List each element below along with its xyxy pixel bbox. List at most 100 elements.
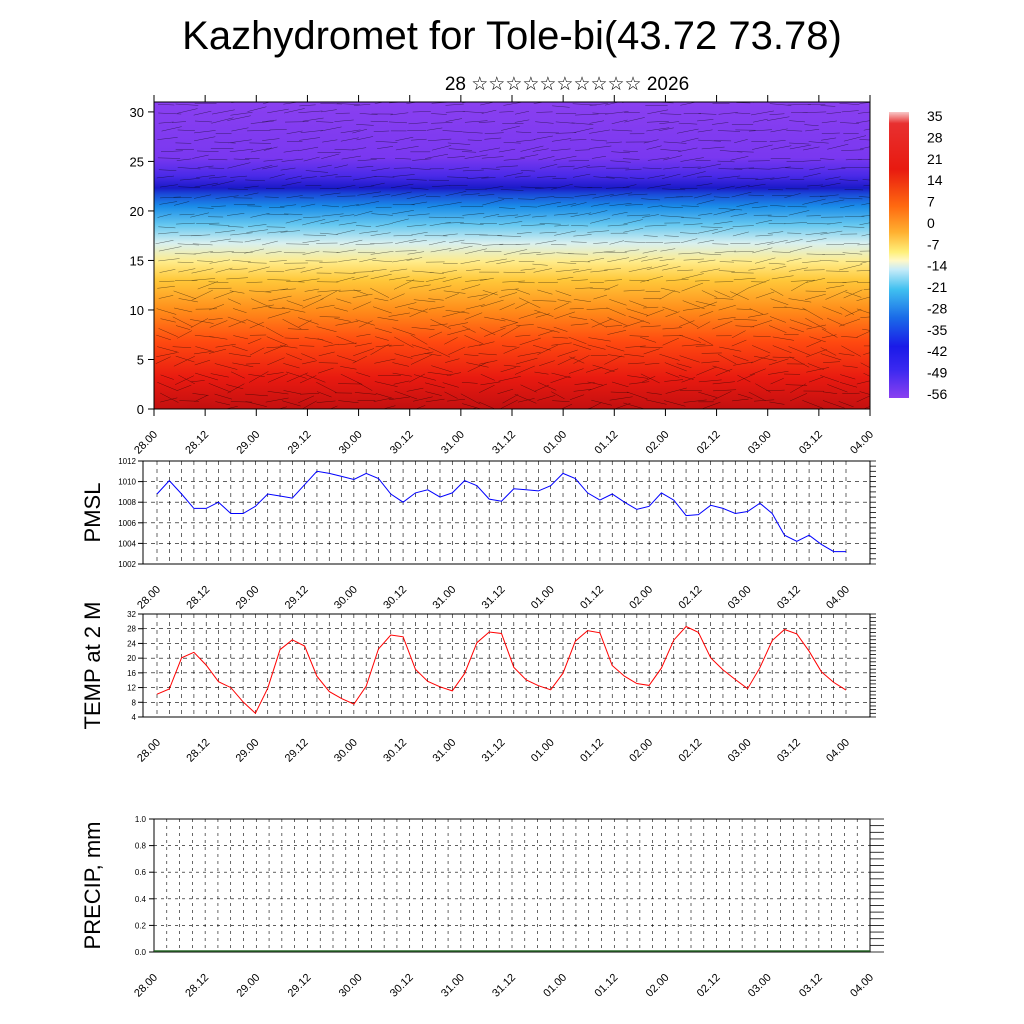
colorbar-label: -42 [927, 343, 947, 359]
precip-x-tick-label: 02.12 [695, 972, 723, 1000]
heat-x-tick-label: 30.00 [337, 429, 365, 457]
precip-x-tick-label: 03.00 [746, 972, 774, 1000]
colorbar-label: -35 [927, 322, 947, 338]
heat-y-tick-label: 15 [130, 253, 144, 268]
pmsl-x-tick-label: 04.00 [824, 584, 852, 612]
temperature-height-plot: 0 5 10 15 20 25 30 28.00 28.12 29.00 29.12 30.00 30.… [130, 95, 876, 457]
temp-ylabel: TEMP at 2 M [80, 602, 105, 730]
pmsl-x-tick-label: 30.12 [381, 584, 409, 612]
temp-frame [142, 613, 871, 718]
pmsl-x-tick-label: 01.00 [529, 584, 557, 612]
heat-x-tick-label: 01.12 [592, 429, 620, 457]
temp-x-tick-label: 31.00 [430, 737, 458, 765]
temp-x-tick-label: 29.12 [283, 737, 311, 765]
pmsl-x-tick-label: 02.00 [627, 584, 655, 612]
temp-x-tick-label: 30.00 [332, 737, 360, 765]
temp-x-tick-label: 28.12 [184, 737, 212, 765]
precip-x-tick-label: 04.00 [848, 972, 876, 1000]
heat-x-tick-label: 28.12 [183, 429, 211, 457]
temp-x-tick-label: 30.12 [381, 737, 409, 765]
precip-x-tick-label: 29.00 [234, 972, 262, 1000]
heat-x-tick-label: 03.00 [746, 429, 774, 457]
heat-y-tick-label: 25 [130, 154, 144, 169]
temp-y-tick-label: 24 [127, 639, 136, 648]
pmsl-y-tick-label: 1006 [118, 519, 136, 528]
colorbar-label: -7 [927, 236, 940, 252]
heat-x-tick-label: 30.12 [388, 429, 416, 457]
temp-y-tick-label: 32 [127, 610, 136, 619]
temp-x-tick-label: 03.00 [726, 737, 754, 765]
warm-core [364, 334, 445, 409]
pmsl-x-tick-label: 03.00 [726, 584, 754, 612]
pmsl-plot: 1002 1004 1006 1008 1010 1012 28.00 28.12 29.00 2… [80, 457, 876, 612]
pmsl-x-tick-label: 02.12 [677, 584, 705, 612]
temp-x-tick-label: 01.00 [529, 737, 557, 765]
pmsl-x-tick-label: 01.12 [578, 584, 606, 612]
heat-x-tick-label: 28.00 [132, 429, 160, 457]
heat-x-tick-label: 02.00 [644, 429, 672, 457]
precip-x-tick-label: 30.00 [337, 972, 365, 1000]
heat-x-tick-label: 29.12 [286, 429, 314, 457]
heat-y-tick-label: 20 [130, 204, 144, 219]
colorbar-label: -28 [927, 300, 947, 316]
precip-y-tick-label: 0.2 [135, 921, 147, 930]
wind-barbs [155, 102, 870, 409]
precip-y-tick-label: 0.0 [135, 948, 147, 957]
precip-x-tick-label: 29.12 [286, 972, 314, 1000]
chart-title: Kazhydromet for Tole-bi(43.72 73.78) [182, 14, 842, 58]
warm-core [773, 334, 854, 409]
colorbar-label: 7 [927, 194, 935, 210]
heat-x-tick-label: 02.12 [695, 429, 723, 457]
precip-x-tick-label: 02.00 [644, 972, 672, 1000]
colorbar-label: 21 [927, 151, 943, 167]
temp-y-tick-label: 16 [127, 669, 136, 678]
precip-y-tick-label: 0.8 [135, 842, 147, 851]
colorbar-label: 35 [927, 108, 943, 124]
temp-y-tick-label: 4 [132, 713, 137, 722]
warm-core [671, 334, 752, 409]
pmsl-x-tick-label: 28.12 [184, 584, 212, 612]
heat-x-tick-label: 03.12 [797, 429, 825, 457]
pmsl-x-tick-label: 29.00 [234, 584, 262, 612]
temp-y-tick-label: 28 [127, 625, 136, 634]
colorbar-label: -21 [927, 279, 947, 295]
warm-core [262, 334, 343, 409]
heat-field [154, 102, 870, 409]
heat-x-tick-label: 31.00 [439, 429, 467, 457]
heat-y-tick-label: 30 [130, 105, 144, 120]
temp-y-tick-label: 8 [132, 698, 137, 707]
temp-x-tick-label: 31.12 [480, 737, 508, 765]
pmsl-y-tick-label: 1004 [118, 539, 136, 548]
pmsl-frame [142, 460, 871, 565]
colorbar-label: -49 [927, 365, 947, 381]
pmsl-x-tick-label: 31.12 [480, 584, 508, 612]
pmsl-series-line [156, 470, 846, 553]
temp-2m-plot: 4 8 12 16 20 24 28 32 28.00 28.12 29.00 29.12 30.00 3… [80, 602, 876, 765]
pmsl-x-tick-label: 03.12 [775, 584, 803, 612]
precip-x-tick-label: 28.00 [132, 972, 160, 1000]
colorbar-label: -56 [927, 386, 947, 402]
precip-x-tick-label: 31.00 [439, 972, 467, 1000]
temp-x-tick-label: 01.12 [578, 737, 606, 765]
temp-x-tick-label: 28.00 [135, 737, 163, 765]
precip-y-tick-label: 0.6 [135, 868, 147, 877]
precip-x-tick-label: 30.12 [388, 972, 416, 1000]
colorbar-label: -14 [927, 258, 947, 274]
heat-y-tick-label: 10 [130, 303, 144, 318]
temp-x-tick-label: 29.00 [234, 737, 262, 765]
heat-x-tick-label: 01.00 [541, 429, 569, 457]
color-legend: 35 28 21 14 7 0 -7 -14 -21 -28 -35 -42 -49 -56 [889, 108, 947, 402]
pmsl-ylabel: PMSL [80, 483, 105, 543]
precip-y-tick-label: 0.4 [135, 895, 147, 904]
precip-x-tick-label: 31.12 [490, 972, 518, 1000]
warm-core [466, 334, 547, 409]
pmsl-y-tick-label: 1010 [118, 478, 136, 487]
temp-x-tick-label: 03.12 [775, 737, 803, 765]
temp-series-line [156, 625, 847, 715]
heat-y-tick-label: 5 [137, 352, 144, 367]
pmsl-x-tick-label: 29.12 [283, 584, 311, 612]
pmsl-x-tick-label: 31.00 [430, 584, 458, 612]
temp-y-tick-label: 12 [127, 684, 136, 693]
precip-x-tick-label: 28.12 [183, 972, 211, 1000]
